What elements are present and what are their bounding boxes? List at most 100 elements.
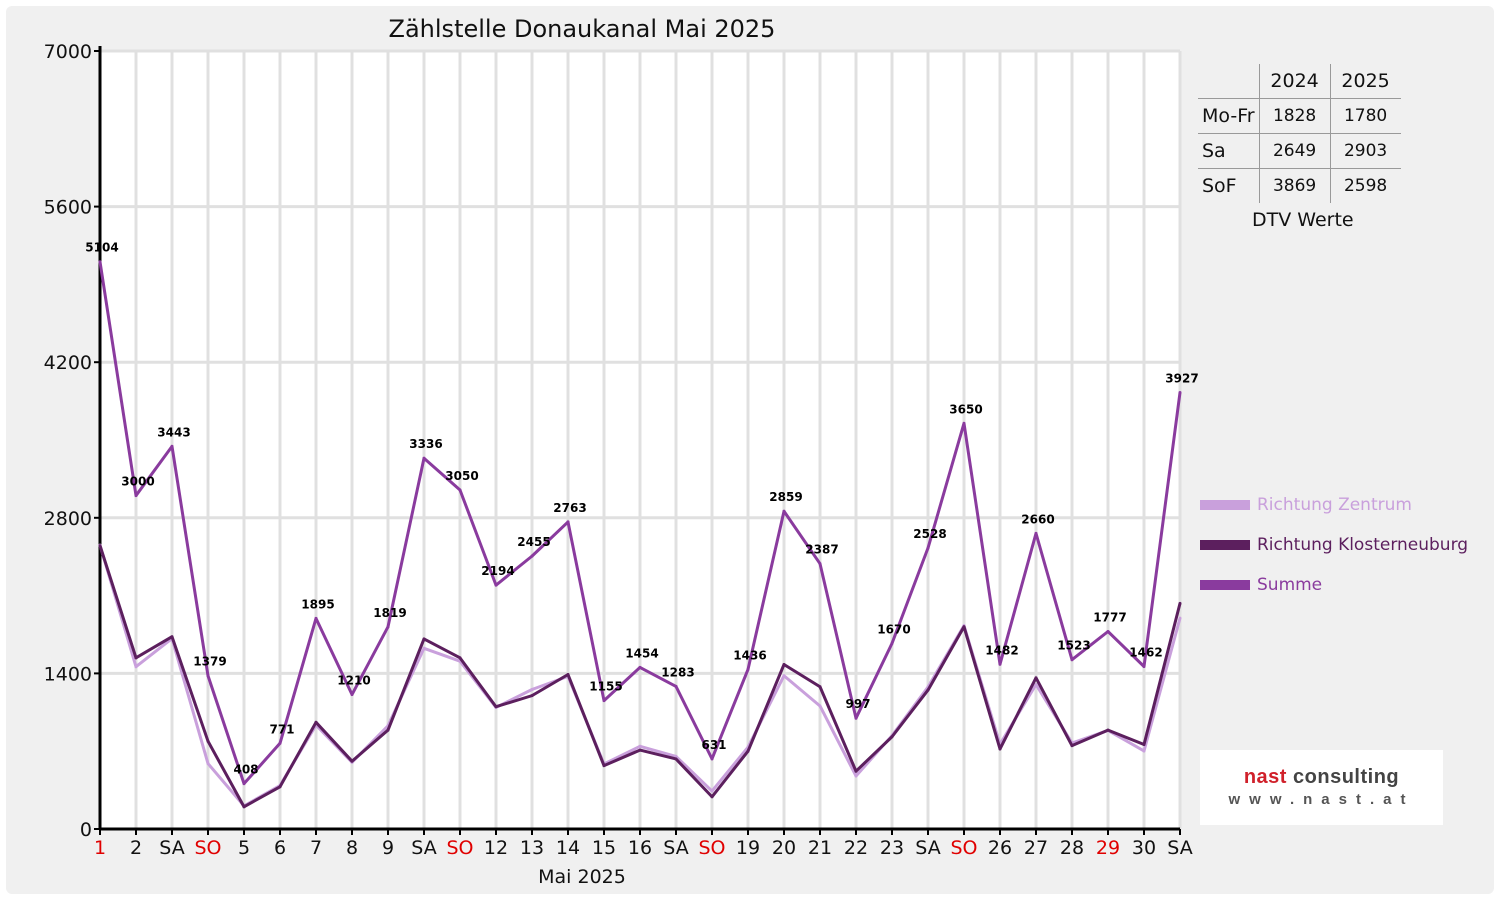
dtv-table: 2024 2025 Mo-Fr 1828 1780 Sa 2649 2903 S…: [1198, 64, 1401, 203]
data-point: [674, 757, 678, 761]
data-point: [350, 759, 354, 763]
dtv-cell: SoF: [1202, 175, 1237, 197]
x-tick-label: 27: [1024, 837, 1048, 859]
y-tick-label: 7000: [44, 41, 92, 63]
x-tick-label: SA: [159, 837, 184, 859]
data-point: [134, 665, 138, 669]
dtv-caption: DTV Werte: [1252, 209, 1354, 231]
x-tick-label: 2: [130, 837, 142, 859]
x-tick-label: 8: [346, 837, 358, 859]
x-tick-label: 22: [844, 837, 868, 859]
data-point: [782, 674, 786, 678]
chart-title: Zählstelle Donaukanal Mai 2025: [389, 15, 776, 43]
data-label: 1155: [589, 680, 622, 694]
x-tick-label: 5: [238, 837, 250, 859]
data-point: [854, 716, 858, 720]
data-label: 631: [701, 738, 726, 752]
data-label: 2455: [517, 535, 550, 549]
data-point: [530, 554, 534, 558]
data-point: [386, 728, 390, 732]
data-point: [566, 673, 570, 677]
data-point: [422, 637, 426, 641]
x-tick-label: 26: [988, 837, 1012, 859]
data-point: [314, 616, 318, 620]
dtv-cell: Sa: [1198, 133, 1260, 169]
data-label: 1379: [193, 655, 226, 669]
data-point: [1070, 658, 1074, 662]
data-point: [638, 748, 642, 752]
legend-item-klosterneuburg: Richtung Klosterneuburg: [1200, 535, 1468, 555]
data-label: 1895: [301, 597, 334, 611]
x-axis-label: Mai 2025: [538, 866, 626, 888]
dtv-row: Sa 2649 2903: [1198, 133, 1401, 169]
data-label: 2763: [553, 501, 586, 515]
data-point: [602, 764, 606, 768]
data-label: 3443: [157, 425, 190, 439]
x-tick-label: 15: [592, 837, 616, 859]
data-label: 2194: [481, 564, 514, 578]
data-point: [926, 688, 930, 692]
data-label: 1436: [733, 648, 766, 662]
x-tick-label: 9: [382, 837, 394, 859]
dtv-header: 2024: [1258, 64, 1331, 99]
data-point: [530, 694, 534, 698]
y-tick-label: 4200: [44, 352, 92, 374]
data-point: [458, 488, 462, 492]
data-label: 997: [845, 697, 870, 711]
logo-url: www.nast.at: [1228, 791, 1415, 808]
data-point: [1034, 676, 1038, 680]
x-tick-label: 6: [274, 837, 286, 859]
data-point: [890, 735, 894, 739]
x-tick-label: 16: [628, 837, 652, 859]
x-tick-label: 23: [880, 837, 904, 859]
data-point: [1070, 744, 1074, 748]
data-point: [1142, 749, 1146, 753]
logo-text: nast consulting: [1243, 766, 1400, 788]
x-tick-label: SO: [194, 837, 221, 859]
y-tick-label: 0: [80, 819, 92, 841]
data-label: 3336: [409, 437, 442, 451]
data-point: [422, 456, 426, 460]
data-label: 408: [233, 763, 258, 777]
dtv-cell: 1780: [1329, 98, 1401, 134]
x-tick-label: 14: [556, 837, 580, 859]
dtv-cell: Mo-Fr: [1198, 98, 1260, 134]
legend-swatch: [1200, 500, 1250, 510]
data-label: 1454: [625, 646, 658, 660]
x-tick-label: SO: [446, 837, 473, 859]
x-tick-label: SO: [698, 837, 725, 859]
data-point: [1034, 683, 1038, 687]
data-point: [1178, 616, 1182, 620]
data-point: [746, 749, 750, 753]
y-tick-label: 1400: [44, 663, 92, 685]
data-point: [1178, 601, 1182, 605]
x-tick-label: 12: [484, 837, 508, 859]
legend-item-zentrum: Richtung Zentrum: [1200, 495, 1412, 515]
data-point: [242, 782, 246, 786]
x-tick-label: SA: [663, 837, 688, 859]
x-tick-label: 29: [1096, 837, 1120, 859]
data-label: 1462: [1129, 646, 1162, 660]
dtv-header-row: 2024 2025: [1198, 64, 1401, 99]
data-point: [1034, 531, 1038, 535]
x-tick-label: SO: [950, 837, 977, 859]
data-point: [818, 704, 822, 708]
data-point: [782, 509, 786, 513]
data-label: 2528: [913, 527, 946, 541]
data-label: 2660: [1021, 512, 1054, 526]
data-point: [1142, 743, 1146, 747]
data-point: [674, 754, 678, 758]
legend-item-summe: Summe: [1200, 575, 1322, 595]
data-label: 2387: [805, 543, 838, 557]
data-point: [674, 684, 678, 688]
data-point: [962, 625, 966, 629]
x-tick-label: 20: [772, 837, 796, 859]
data-point: [206, 674, 210, 678]
data-label: 1670: [877, 622, 910, 636]
data-point: [530, 688, 534, 692]
data-point: [98, 544, 102, 548]
data-point: [206, 739, 210, 743]
x-tick-label: 19: [736, 837, 760, 859]
data-point: [818, 562, 822, 566]
data-label: 1482: [985, 643, 1018, 657]
